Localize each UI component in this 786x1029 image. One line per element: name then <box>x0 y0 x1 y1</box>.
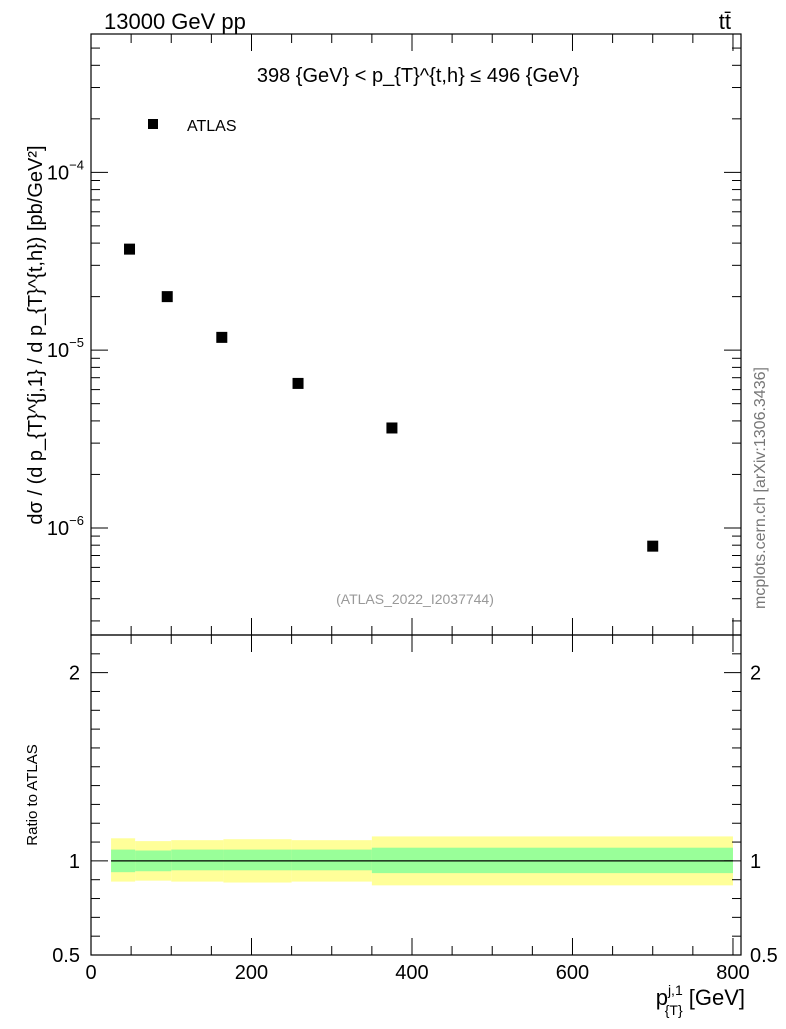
legend-label-atlas: ATLAS <box>187 118 237 135</box>
x-tick-label: 0 <box>85 962 96 984</box>
x-tick-label: 200 <box>235 962 268 984</box>
y-tick-label: 10−4 <box>47 157 84 184</box>
ratio-y-tick-label-right: 1 <box>750 851 761 873</box>
energy-label: 13000 GeV pp <box>104 9 246 34</box>
ratio-y-axis-title: Ratio to ATLAS <box>24 744 41 845</box>
x-tick-label: 600 <box>556 962 589 984</box>
panel-title: 398 {GeV} < p_{T}^{t,h} ≤ 496 {GeV} <box>257 65 580 87</box>
ratio-plot-frame <box>90 634 742 956</box>
data-point-atlas <box>292 377 304 389</box>
process-label: tt̄ <box>719 9 731 34</box>
main-panel: 10−6 10−5 10−4dσ / (d p_{T}^{j,1} / d p_{T… <box>25 33 742 636</box>
x-tick-label: 800 <box>716 962 749 984</box>
ratio-inner-band-4 <box>291 849 372 871</box>
y-axis-title: dσ / (d p_{T}^{j,1} / d p_{T}^{t,h}) [pb… <box>25 145 47 524</box>
data-point-atlas <box>161 291 173 303</box>
ratio-inner-band-2 <box>171 849 224 871</box>
ratio-y-tick-label-right: 0.5 <box>750 945 778 967</box>
data-point-atlas <box>124 243 136 255</box>
data-point-atlas <box>386 422 398 434</box>
data-point-atlas <box>647 540 659 552</box>
ratio-y-tick-label-left: 2 <box>69 663 80 685</box>
source-label: mcplots.cern.ch [arXiv:1306.3436] <box>752 367 769 609</box>
x-axis-title: pj,1 {T} [GeV] <box>656 982 745 1018</box>
y-tick-label: 10−6 <box>47 513 84 540</box>
y-tick-label: 10−5 <box>47 335 84 362</box>
ratio-y-tick-label-left: 1 <box>69 851 80 873</box>
ratio-y-tick-label-right: 2 <box>750 663 761 685</box>
x-tick-label: 400 <box>395 962 428 984</box>
legend-marker-atlas <box>148 119 158 129</box>
data-point-atlas <box>216 331 228 343</box>
ratio-y-tick-label-left: 0.5 <box>52 945 80 967</box>
ratio-inner-band-3 <box>223 849 292 871</box>
analysis-watermark: (ATLAS_2022_I2037744) <box>336 591 494 607</box>
